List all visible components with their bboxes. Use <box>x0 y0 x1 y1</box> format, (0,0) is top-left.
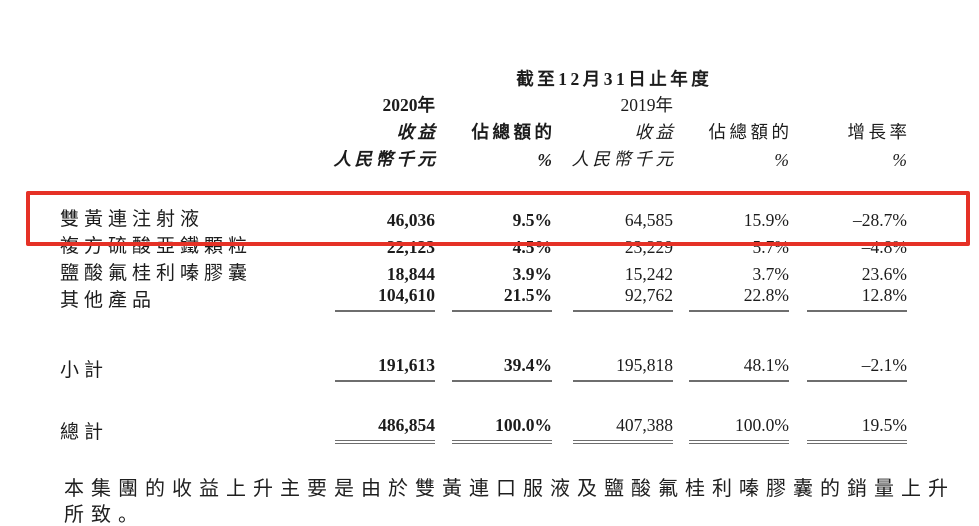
growth-value: –4.8% <box>861 237 907 257</box>
empty-cell <box>60 64 318 91</box>
revenue-2019-value: 23,229 <box>624 237 673 257</box>
table-row-total: 總計 486,854 100.0% 407,388 100.0% 19.5% <box>60 414 907 444</box>
table-row-other-products: 其他產品 104,610 21.5% 92,762 22.8% 12.8% <box>60 285 907 312</box>
growth-value: 12.8% <box>789 285 907 312</box>
share-2019-value: 15.9% <box>743 210 789 230</box>
revenue-2019-value: 15,242 <box>624 264 673 284</box>
year-2019-header: 2019年 <box>620 95 674 115</box>
share-2019-value: 3.7% <box>752 264 789 284</box>
revenue-2019-value: 407,388 <box>552 414 673 444</box>
col-header-revenue-2020: 收益 <box>396 122 439 142</box>
unit-revenue-2019: 人民幣千元 <box>571 149 677 169</box>
revenue-2019-value: 64,585 <box>624 210 673 230</box>
empty-cell <box>435 91 552 117</box>
unit-share-2020: % <box>537 150 552 170</box>
share-2020-value: 21.5% <box>435 285 552 312</box>
subtotal-label: 小計 <box>60 360 109 381</box>
note-paragraph: 本集團的收益上升主要是由於雙黃連口服液及鹽酸氟桂利嗪膠囊的銷量上升 所致。 <box>64 476 964 526</box>
revenue-2020-value: 486,854 <box>318 414 435 444</box>
spacer <box>60 171 907 204</box>
table-row-flunarizine: 鹽酸氟桂利嗪膠囊 18,844 3.9% 15,242 3.7% 23.6% <box>60 258 907 285</box>
spacer <box>60 312 907 352</box>
share-2020-value: 3.9% <box>512 264 552 284</box>
empty-cell <box>60 117 318 144</box>
note-line-2: 所致。 <box>64 504 145 526</box>
revenue-2020-value: 18,844 <box>386 264 435 284</box>
product-name: 鹽酸氟桂利嗪膠囊 <box>60 263 253 284</box>
revenue-2020-value: 46,036 <box>386 210 435 230</box>
table-row-ferrous-sulfate: 複方硫酸亞鐵顆粒 22,123 4.5% 23,229 5.7% –4.8% <box>60 231 907 258</box>
unit-growth: % <box>892 150 907 170</box>
unit-share-2019: % <box>774 150 789 170</box>
year-2020-header: 2020年 <box>382 95 436 115</box>
share-2019-value: 22.8% <box>673 285 789 312</box>
revenue-2019-value: 195,818 <box>552 352 673 382</box>
share-2020-value: 9.5% <box>512 210 552 230</box>
empty-cell <box>60 91 318 117</box>
table-row-shuanghuanglian: 雙黃連注射液 46,036 9.5% 64,585 15.9% –28.7% <box>60 204 907 231</box>
share-2020-value: 100.0% <box>435 414 552 444</box>
col-header-share-2019: 佔總額的 <box>708 122 793 142</box>
col-header-growth: 增長率 <box>847 122 911 142</box>
empty-cell <box>60 144 318 171</box>
product-name: 複方硫酸亞鐵顆粒 <box>60 236 253 257</box>
growth-value: 23.6% <box>861 264 907 284</box>
share-2019-value: 5.7% <box>752 237 789 257</box>
note-line-1: 本集團的收益上升主要是由於雙黃連口服液及鹽酸氟桂利嗪膠囊的銷量上升 <box>64 478 955 500</box>
share-2020-value: 39.4% <box>435 352 552 382</box>
spacer <box>60 382 907 414</box>
revenue-2019-value: 92,762 <box>552 285 673 312</box>
share-2020-value: 4.5% <box>512 237 552 257</box>
empty-cell <box>673 91 789 117</box>
unit-revenue-2020: 人民幣千元 <box>333 149 439 169</box>
product-name: 其他產品 <box>60 290 157 311</box>
col-header-revenue-2019: 收益 <box>634 122 677 142</box>
product-name: 雙黃連注射液 <box>60 209 205 230</box>
table-row-subtotal: 小計 191,613 39.4% 195,818 48.1% –2.1% <box>60 352 907 382</box>
growth-value: –2.1% <box>789 352 907 382</box>
growth-value: 19.5% <box>789 414 907 444</box>
revenue-breakdown-table: 截至12月31日止年度 2020年 2019年 收益 佔總額的 收益 佔總額的 … <box>60 64 907 444</box>
empty-cell <box>789 91 907 117</box>
revenue-2020-value: 22,123 <box>386 237 435 257</box>
revenue-2020-value: 104,610 <box>318 285 435 312</box>
col-header-share-2020: 佔總額的 <box>471 122 556 142</box>
period-title: 截至12月31日止年度 <box>516 69 713 89</box>
share-2019-value: 100.0% <box>673 414 789 444</box>
revenue-2020-value: 191,613 <box>318 352 435 382</box>
growth-value: –28.7% <box>853 210 907 230</box>
share-2019-value: 48.1% <box>673 352 789 382</box>
total-label: 總計 <box>60 422 109 443</box>
